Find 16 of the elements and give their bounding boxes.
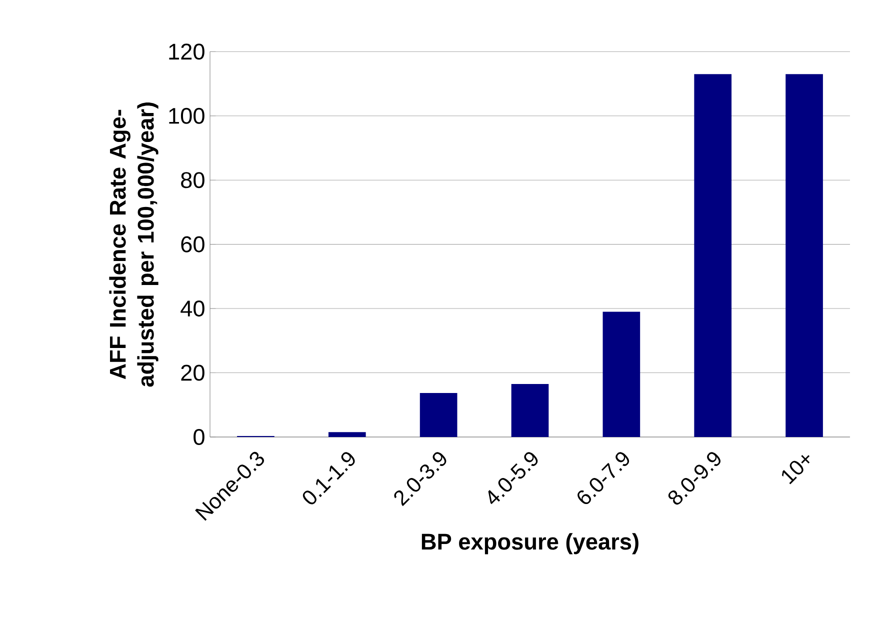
y-tick-label: 80 — [181, 172, 204, 188]
y-tick-label: 100 — [169, 108, 204, 124]
bar — [420, 392, 458, 437]
bar — [694, 74, 732, 437]
bar — [328, 432, 366, 437]
bar — [786, 74, 823, 437]
y-axis-title: AFF Incidence Rate Age-adjusted per 100,000/year) — [109, 102, 158, 387]
y-tick-label: 120 — [169, 44, 204, 60]
y-tick-label: 40 — [180, 300, 204, 317]
y-tick-label: 60 — [181, 236, 204, 252]
bar — [602, 312, 640, 437]
y-tick-label: 0 — [194, 428, 204, 446]
x-axis-title: BP exposure (years) — [422, 533, 638, 554]
y-tick-label: 20 — [181, 364, 204, 381]
x-tick-label: 10+ — [782, 455, 810, 484]
bar — [511, 384, 549, 437]
